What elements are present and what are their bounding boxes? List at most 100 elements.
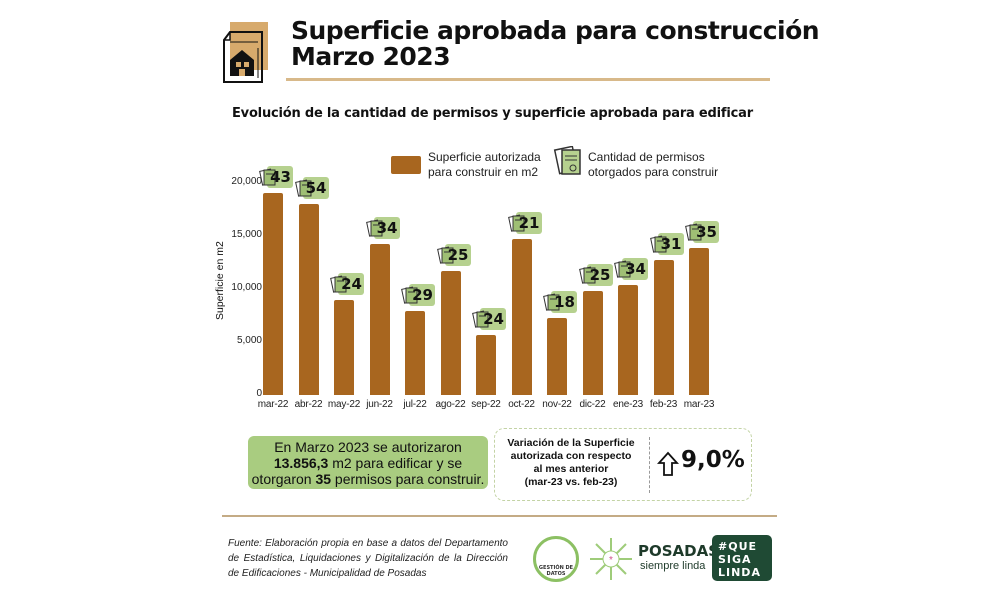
permits-badge: 25	[436, 243, 471, 266]
que-siga-linda-logo: #QUE SIGA LINDA	[712, 535, 772, 581]
permits-badge: 18	[543, 291, 577, 314]
permits-value-label: 21	[518, 213, 540, 232]
logo-text: GESTIÓN DE DATOS	[538, 565, 574, 577]
summary-text: otorgaron	[251, 471, 316, 487]
summary-text: m2 para edificar y se	[328, 455, 463, 471]
permit-document-icon	[553, 146, 581, 175]
permits-badge: 34	[365, 217, 400, 240]
x-tick-label: may-22	[327, 399, 361, 410]
x-tick-label: nov-22	[542, 399, 572, 410]
bar-jun-22	[369, 244, 390, 395]
permits-badge: 34	[614, 258, 648, 281]
x-tick-label: oct-22	[508, 399, 535, 410]
posadas-logo-tagline: siempre linda	[640, 560, 706, 572]
permits-value-label: 18	[554, 293, 575, 312]
permit-document-icon	[614, 260, 631, 278]
summary-box: En Marzo 2023 se autorizaron 13.856,3 m2…	[248, 436, 488, 489]
permit-document-icon	[543, 293, 560, 311]
title-line-2: Marzo 2023	[291, 42, 451, 71]
permits-badge: 24	[330, 272, 364, 295]
y-tick-label: 10,000	[231, 282, 262, 293]
permits-badge: 24	[472, 308, 506, 331]
bar-may-22	[334, 299, 354, 395]
gestion-de-datos-logo: GESTIÓN DE DATOS	[533, 536, 579, 582]
permits-badge: 54	[294, 177, 329, 200]
arrow-up-icon	[657, 451, 679, 476]
permits-value-label: 43	[270, 167, 291, 186]
permits-value-label: 35	[696, 223, 717, 242]
permit-document-icon	[507, 214, 524, 232]
permits-value-label: 29	[412, 286, 433, 305]
variation-label-line: al mes anterior	[533, 463, 609, 475]
variation-label-line: autorizada con respecto	[510, 450, 632, 462]
x-tick-label: sep-22	[471, 399, 501, 410]
x-tick-label: mar-22	[257, 399, 289, 410]
summary-text: permisos para construir.	[331, 471, 485, 487]
posadas-logo-name: POSADAS	[638, 542, 720, 560]
legend-swatch-superficie	[391, 156, 421, 174]
permit-document-icon	[472, 310, 489, 328]
permits-badge: 31	[649, 233, 684, 256]
variation-label-line: Variación de la Superficie	[507, 437, 635, 449]
posadas-star-logo: *	[590, 538, 632, 580]
x-tick-label: jul-22	[403, 399, 427, 410]
permit-document-icon	[401, 286, 418, 304]
permits-value-label: 34	[376, 219, 398, 238]
permits-value-label: 25	[589, 265, 611, 284]
y-tick-label: 15,000	[231, 229, 262, 240]
permit-document-icon	[578, 266, 595, 284]
x-tick-label: feb-23	[649, 399, 678, 410]
permit-document-icon	[649, 235, 666, 253]
bar-sep-22	[476, 335, 496, 395]
permits-badge: 35	[685, 221, 719, 244]
permit-document-icon	[259, 168, 276, 186]
permit-document-icon	[436, 246, 453, 264]
x-tick-label: ago-22	[435, 399, 466, 410]
permits-badge: 29	[401, 284, 435, 307]
y-tick-label: 5,000	[236, 335, 262, 346]
x-tick-label: mar-23	[683, 399, 715, 410]
variation-label-line: (mar-23 vs. feb-23)	[524, 476, 618, 488]
x-tick-label: abr-22	[294, 399, 323, 410]
bar-feb-23	[653, 260, 674, 395]
permits-value-label: 34	[625, 260, 646, 279]
bar-nov-22	[547, 318, 567, 395]
summary-permits-value: 35	[315, 471, 332, 487]
permits-value-label: 24	[341, 274, 362, 293]
permits-value-label: 25	[447, 245, 469, 264]
y-tick-label: 20,000	[231, 176, 262, 187]
bar-abr-22	[298, 204, 319, 395]
footer-divider	[222, 515, 777, 517]
permits-value-label: 54	[305, 179, 327, 198]
y-tick-label: 0	[256, 388, 262, 399]
permits-value-label: 31	[660, 235, 682, 254]
x-tick-label: ene-23	[613, 399, 643, 410]
bar-jul-22	[405, 311, 425, 395]
bar-dic-22	[582, 290, 603, 395]
legend-label-superficie: Superficie autorizada para construir en …	[428, 150, 541, 179]
bar-mar-22	[263, 192, 283, 395]
title-underline	[286, 78, 770, 81]
summary-area-value: 13.856,3	[273, 455, 329, 471]
page-title: Superficie aprobada para construcción Ma…	[291, 16, 820, 71]
bar-ago-22	[440, 270, 461, 395]
svg-text:*: *	[609, 555, 613, 566]
house-plan-icon	[223, 31, 263, 83]
permits-badge: 43	[259, 165, 293, 188]
x-tick-label: jun-22	[366, 399, 393, 410]
source-note: Fuente: Elaboración propia en base a dat…	[228, 538, 508, 579]
bar-oct-22	[511, 238, 532, 395]
permits-value-label: 24	[483, 310, 504, 329]
variation-label: Variación de la Superficie autorizada co…	[497, 437, 645, 489]
x-tick-label: dic-22	[579, 399, 606, 410]
permit-document-icon	[294, 179, 311, 197]
legend-label-permisos: Cantidad de permisos otorgados para cons…	[588, 150, 719, 179]
permit-document-icon	[685, 223, 702, 241]
permits-badge: 21	[507, 211, 542, 234]
bar-ene-23	[618, 285, 638, 395]
permit-document-icon	[365, 219, 382, 238]
title-line-1: Superficie aprobada para construcción	[291, 16, 820, 45]
summary-text: En Marzo 2023 se autorizaron	[274, 439, 462, 455]
permits-badge: 25	[578, 263, 613, 286]
